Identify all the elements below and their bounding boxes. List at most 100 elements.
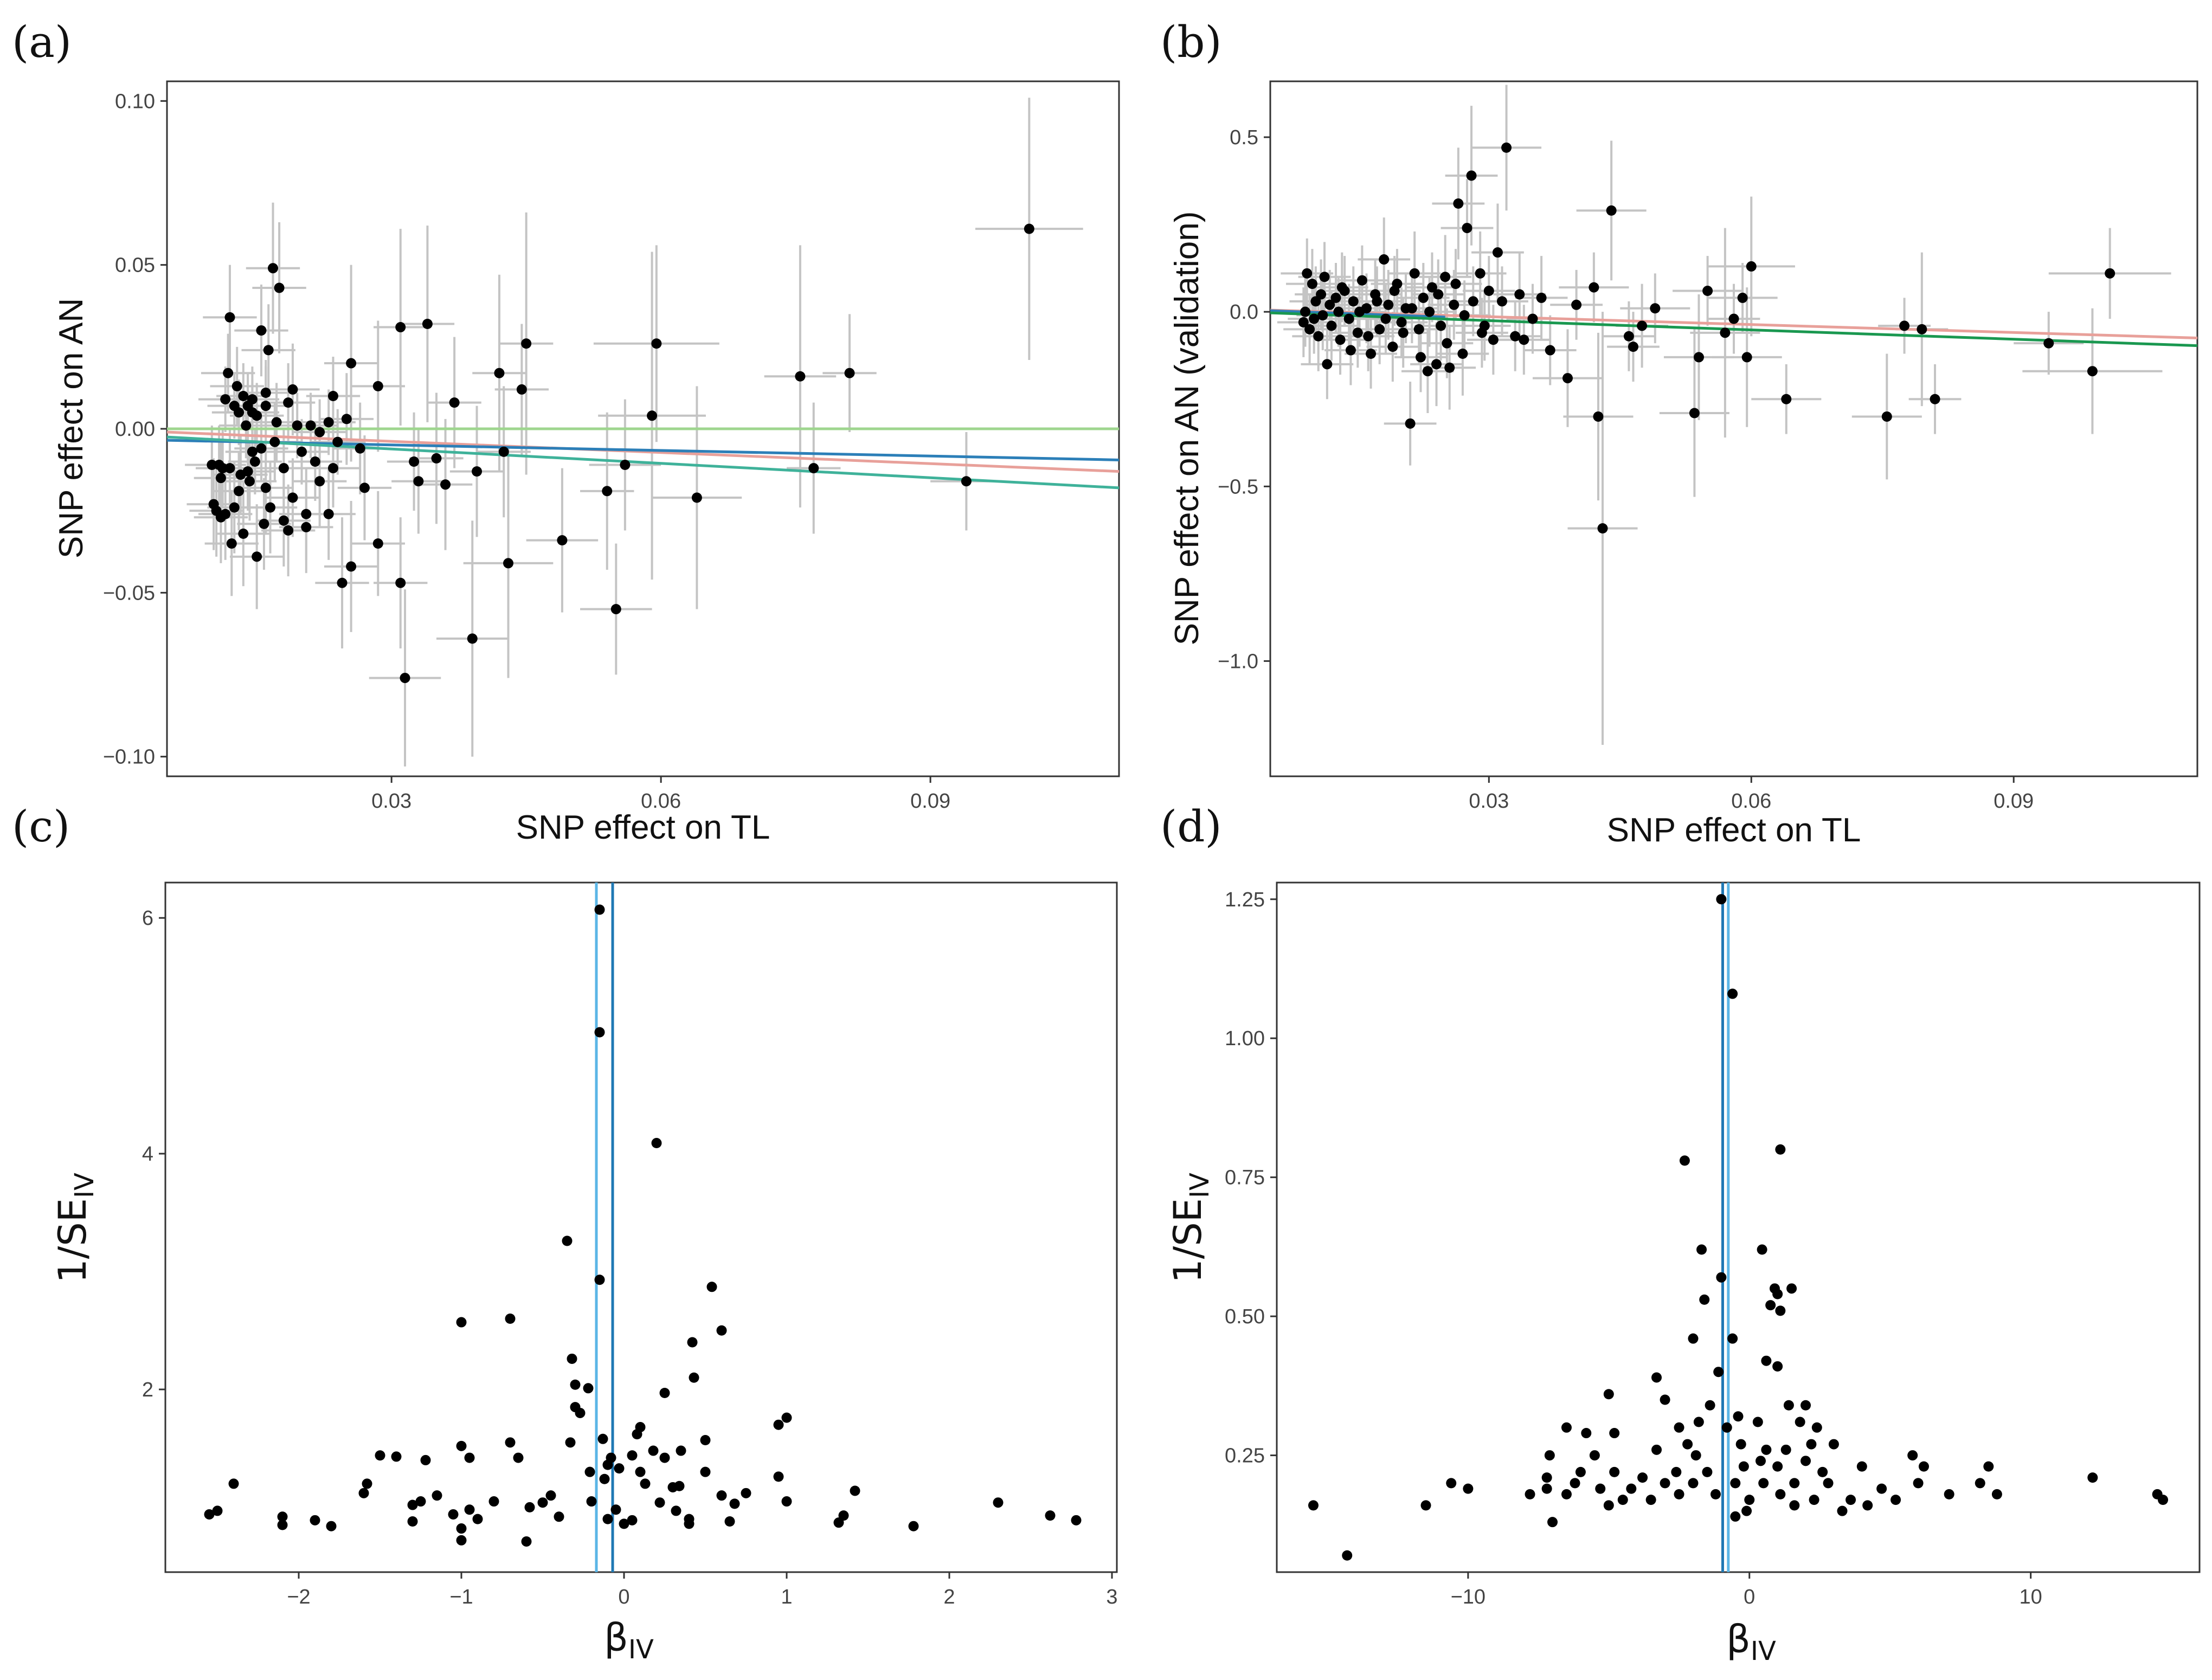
data-point bbox=[808, 463, 819, 473]
panel-d-x-ticks: −10 0 10 bbox=[1451, 1572, 2042, 1608]
data-point bbox=[1876, 1484, 1887, 1494]
data-point bbox=[1705, 1400, 1715, 1411]
data-point bbox=[1674, 1489, 1684, 1499]
data-point bbox=[229, 503, 240, 513]
data-point bbox=[570, 1380, 581, 1390]
data-point bbox=[1765, 1300, 1776, 1310]
data-point bbox=[521, 338, 531, 349]
data-point bbox=[1366, 349, 1376, 359]
panel-c-y-axis-text: 1/SE bbox=[50, 1198, 95, 1283]
panel-d-y-axis-subscript: IV bbox=[1185, 1173, 1215, 1198]
data-point bbox=[207, 460, 217, 470]
y-tick-label: −0.5 bbox=[1218, 475, 1258, 498]
data-point bbox=[1300, 307, 1310, 317]
data-point bbox=[1527, 314, 1538, 324]
panel-c-points bbox=[204, 905, 1082, 1547]
data-point bbox=[1570, 1478, 1580, 1488]
data-point bbox=[1346, 345, 1356, 356]
panel-d-x-axis-symbol: β bbox=[1726, 1617, 1751, 1662]
data-point bbox=[250, 456, 260, 467]
data-point bbox=[1451, 279, 1461, 289]
data-point bbox=[449, 397, 460, 408]
data-point bbox=[700, 1467, 711, 1477]
data-point bbox=[1618, 1495, 1628, 1505]
data-point bbox=[1606, 205, 1617, 216]
panel-a-points bbox=[207, 224, 1034, 683]
data-point bbox=[1344, 314, 1354, 324]
data-point bbox=[1846, 1495, 1856, 1505]
data-point bbox=[324, 509, 334, 519]
data-point bbox=[1680, 1155, 1690, 1166]
data-point bbox=[774, 1471, 784, 1482]
data-point bbox=[499, 447, 509, 457]
data-point bbox=[326, 1521, 337, 1531]
data-point bbox=[2158, 1495, 2168, 1505]
data-point bbox=[279, 463, 289, 473]
data-point bbox=[993, 1497, 1004, 1508]
data-point bbox=[1363, 331, 1373, 342]
data-point bbox=[337, 578, 348, 588]
data-point bbox=[1374, 324, 1385, 334]
data-point bbox=[845, 368, 855, 378]
panel-d-x-axis-title: βIV bbox=[1726, 1617, 1776, 1666]
figure: (a) −0.10−0.050.000.050.10 0.03 0.06 0.09 … bbox=[0, 0, 2212, 1680]
data-point bbox=[1899, 320, 1909, 331]
data-point bbox=[1699, 1295, 1709, 1305]
data-point bbox=[259, 519, 269, 529]
data-point bbox=[1775, 1489, 1785, 1499]
x-tick-label: 2 bbox=[943, 1586, 955, 1608]
data-point bbox=[1609, 1428, 1619, 1438]
data-point bbox=[2105, 268, 2115, 279]
data-point bbox=[1733, 1411, 1744, 1421]
data-point bbox=[1571, 300, 1581, 310]
panel-c: (c) 246 −2 −1 0 1 2 3 βIV 1/SEIV bbox=[12, 801, 1118, 1665]
data-point bbox=[473, 1514, 483, 1524]
data-point bbox=[2087, 366, 2098, 376]
data-point bbox=[1547, 1517, 1558, 1527]
data-point bbox=[359, 1488, 369, 1498]
data-point bbox=[1730, 1511, 1740, 1522]
data-point bbox=[1421, 1500, 1431, 1510]
data-point bbox=[1806, 1439, 1816, 1450]
x-tick-label: −10 bbox=[1451, 1586, 1486, 1608]
data-point bbox=[261, 388, 271, 398]
data-point bbox=[256, 325, 266, 336]
data-point bbox=[741, 1488, 751, 1498]
data-point bbox=[1761, 1356, 1771, 1366]
y-tick-label: 0.00 bbox=[115, 418, 155, 441]
panel-c-y-axis-title: 1/SEIV bbox=[50, 1173, 100, 1283]
x-tick-label: 0.03 bbox=[371, 790, 411, 813]
data-point bbox=[505, 1314, 516, 1324]
data-point bbox=[660, 1453, 670, 1463]
data-point bbox=[342, 414, 352, 424]
data-point bbox=[489, 1496, 499, 1507]
data-point bbox=[283, 525, 293, 536]
data-point bbox=[448, 1509, 459, 1520]
data-point bbox=[850, 1485, 860, 1496]
panel-b-y-axis-title: SNP effect on AN (validation) bbox=[1168, 211, 1206, 646]
data-point bbox=[229, 1478, 239, 1489]
data-point bbox=[1488, 334, 1499, 345]
data-point bbox=[408, 1500, 418, 1510]
data-point bbox=[1702, 286, 1713, 296]
data-point bbox=[517, 384, 527, 395]
x-tick-label: 0 bbox=[618, 1586, 629, 1608]
y-tick-label: 0.10 bbox=[115, 90, 155, 113]
panel-d: (d) 0.250.500.751.001.25 −10 0 10 βIV 1/SE… bbox=[1160, 801, 2200, 1666]
data-point bbox=[1424, 307, 1435, 317]
panel-d-y-ticks: 0.250.500.751.001.25 bbox=[1225, 889, 1277, 1467]
data-point bbox=[408, 1516, 418, 1527]
data-point bbox=[782, 1413, 792, 1423]
data-point bbox=[297, 447, 307, 457]
data-point bbox=[238, 529, 248, 539]
data-point bbox=[314, 476, 325, 486]
data-point bbox=[1581, 1428, 1591, 1438]
data-point bbox=[602, 486, 612, 496]
data-point bbox=[1739, 1462, 1749, 1472]
data-point bbox=[465, 1504, 475, 1515]
x-tick-label: 3 bbox=[1106, 1586, 1117, 1608]
data-point bbox=[1637, 320, 1647, 331]
data-point bbox=[1817, 1467, 1828, 1477]
data-point bbox=[1882, 411, 1892, 422]
data-point bbox=[1484, 286, 1494, 296]
